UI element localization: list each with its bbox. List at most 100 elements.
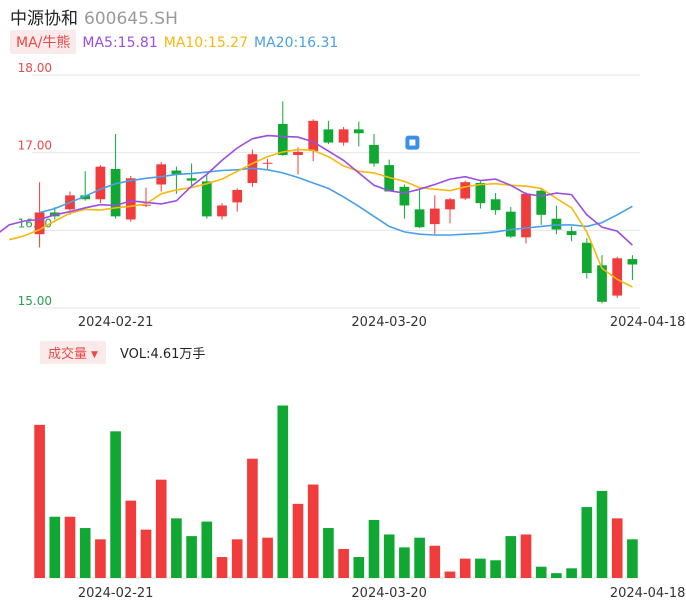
volume-bar-down	[535, 566, 547, 578]
candle-up	[34, 212, 45, 235]
ma5-line	[0, 134, 633, 246]
ma10-line	[9, 148, 633, 288]
volume-bar-down	[49, 516, 61, 578]
volume-bar-down	[551, 573, 562, 578]
candle-down	[80, 195, 91, 200]
kline-date-label: 2024-04-18	[610, 315, 686, 330]
candle-up	[125, 178, 136, 220]
volume-bar-down	[475, 558, 486, 578]
volume-bar-up	[262, 537, 273, 578]
candle-down	[277, 123, 288, 155]
candle-up	[232, 189, 243, 203]
volume-bar-down	[627, 539, 638, 578]
candle-up	[338, 129, 349, 143]
volume-bar-down	[277, 405, 289, 578]
candle-down	[323, 129, 334, 143]
volume-bar-up	[140, 529, 152, 578]
candle-down	[490, 199, 501, 211]
volume-bar-down	[383, 534, 395, 578]
ma10-label: MA10:15.27	[163, 35, 249, 51]
volume-indicator-selector[interactable]: 成交量 ▼	[40, 341, 106, 364]
candle-down	[627, 259, 638, 265]
volume-bar-down	[490, 560, 501, 578]
volume-bar-down	[171, 518, 182, 578]
volume-bar-up	[64, 516, 76, 578]
volume-bar-up	[155, 479, 167, 578]
volume-bar-up	[95, 539, 106, 578]
candle-down	[566, 231, 577, 235]
volume-bar-up	[125, 500, 137, 578]
volume-bar-down	[414, 537, 425, 578]
volume-bar-down	[79, 528, 91, 578]
candle-down	[505, 211, 516, 237]
volume-bar-down	[110, 431, 121, 578]
candle-up	[460, 182, 471, 199]
candle-down	[110, 168, 121, 217]
volume-bar-up	[338, 548, 349, 578]
volume-bar-up	[520, 534, 532, 578]
volume-bar-down	[368, 519, 380, 578]
candle-up	[308, 120, 319, 152]
candle-down	[353, 129, 364, 134]
volume-bar-up	[459, 558, 471, 578]
candle-down	[201, 181, 212, 217]
volume-bar-up	[231, 539, 243, 578]
volume-date-label: 2024-04-18	[610, 586, 686, 601]
event-marker-glyph	[409, 139, 416, 146]
volume-bar-down	[505, 536, 517, 578]
candle-up	[293, 151, 303, 155]
price-tick-label: 15.00	[18, 294, 52, 308]
candle-down	[171, 170, 182, 175]
candle-up	[429, 208, 440, 225]
ma5-label: MA5:15.81	[82, 35, 158, 51]
candle-down	[414, 209, 425, 228]
ma-indicator-selector[interactable]: MA/牛熊	[10, 30, 77, 54]
volume-bar-down	[581, 507, 593, 578]
candle-down	[536, 190, 547, 215]
candle-down	[399, 186, 410, 206]
volume-bar-up	[611, 518, 623, 578]
candle-up	[156, 164, 167, 185]
stock-code: 600645.SH	[84, 9, 178, 29]
volume-bar-up	[34, 424, 45, 578]
volume-bar-up	[216, 557, 228, 578]
kline-date-label: 2024-03-20	[351, 315, 427, 330]
price-tick-label: 17.00	[18, 139, 52, 153]
candle-down	[186, 178, 197, 181]
candle-up	[141, 204, 151, 206]
volume-selector-label: 成交量	[48, 347, 88, 362]
candle-up	[445, 199, 455, 210]
ma-legend: MA/牛熊 MA5:15.81 MA10:15.27 MA20:16.31	[10, 30, 338, 54]
kline-date-label: 2024-02-21	[78, 315, 154, 330]
ma20-line	[39, 167, 633, 236]
volume-value: VOL:4.61万手	[119, 347, 206, 362]
caret-down-icon: ▼	[91, 350, 98, 360]
candle-down	[369, 144, 379, 164]
candle-down	[597, 265, 607, 302]
volume-date-label: 2024-02-21	[78, 586, 154, 601]
candle-up	[217, 205, 227, 217]
volume-bar-down	[353, 557, 365, 578]
ma20-label: MA20:16.31	[254, 35, 339, 51]
volume-bar-up	[444, 571, 456, 578]
volume-bar-down	[399, 547, 410, 578]
candle-up	[262, 162, 273, 164]
candle-up	[521, 193, 531, 238]
volume-bar-down	[186, 536, 197, 578]
volume-bar-down	[596, 490, 608, 578]
candle-up	[612, 258, 623, 296]
price-tick-label: 18.00	[18, 61, 52, 75]
volume-bar-up	[247, 458, 258, 578]
candle-up	[95, 166, 106, 200]
volume-bar-down	[323, 528, 334, 578]
volume-bar-down	[201, 521, 213, 578]
stock-header: 中源协和 600645.SH	[10, 4, 178, 29]
volume-bar-up	[429, 545, 441, 578]
volume-date-label: 2024-03-20	[351, 586, 427, 601]
volume-bar-up	[292, 503, 304, 578]
candle-down	[475, 182, 486, 204]
volume-bar-up	[307, 484, 319, 578]
stock-name: 中源协和	[10, 9, 78, 29]
candle-down	[581, 242, 592, 274]
